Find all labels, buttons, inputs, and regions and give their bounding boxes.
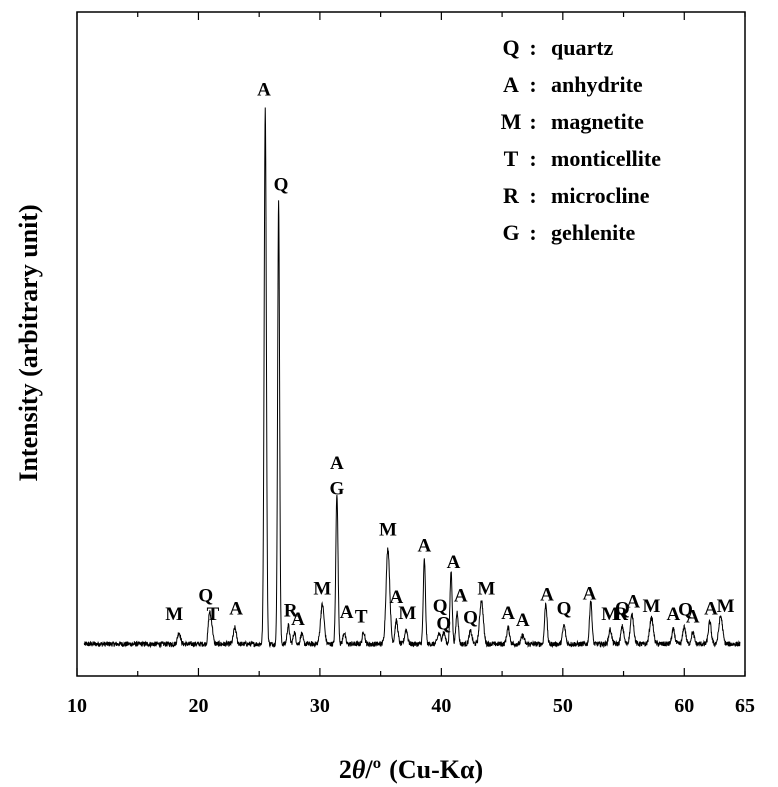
legend-colon: : bbox=[529, 183, 536, 208]
legend-colon: : bbox=[529, 72, 536, 97]
peak-label: M bbox=[379, 519, 397, 540]
legend-symbol: Q bbox=[502, 35, 519, 60]
peak-label: Q bbox=[463, 608, 478, 629]
y-axis-title: Intensity (arbitrary unit) bbox=[14, 204, 43, 481]
peak-label: Q bbox=[436, 614, 451, 635]
peak-label: M bbox=[398, 603, 416, 624]
x-tick-label: 20 bbox=[188, 695, 208, 717]
peak-label: M bbox=[313, 579, 331, 600]
legend-label: monticellite bbox=[551, 146, 661, 171]
legend-label: anhydrite bbox=[551, 72, 643, 97]
peak-label: Q bbox=[678, 600, 693, 621]
peak-label: R bbox=[284, 601, 298, 622]
peak-label: A bbox=[704, 598, 718, 619]
legend-symbol: A bbox=[503, 72, 519, 97]
x-tick-label: 50 bbox=[553, 695, 573, 717]
peak-label: A bbox=[686, 607, 700, 628]
peak-label: A bbox=[291, 609, 305, 630]
peak-label: A bbox=[229, 598, 243, 619]
peak-label: M bbox=[165, 604, 183, 625]
peak-label: A bbox=[626, 591, 640, 612]
legend-colon: : bbox=[529, 35, 536, 60]
legend-label: magnetite bbox=[551, 109, 644, 134]
peak-label: A bbox=[390, 587, 404, 608]
peak-label: M bbox=[643, 596, 661, 617]
legend-colon: : bbox=[529, 220, 536, 245]
legend: Q: quartz A: anhydrite M: magnetite T: monticel… bbox=[501, 35, 662, 245]
peak-label: T bbox=[207, 604, 220, 625]
peak-label: Q bbox=[615, 598, 630, 619]
peak-label: A bbox=[454, 586, 468, 607]
peak-label: Q bbox=[557, 598, 572, 619]
peak-label: Q bbox=[198, 586, 213, 607]
peak-label: M bbox=[477, 579, 495, 600]
peak-label: G bbox=[330, 479, 345, 500]
legend-colon: : bbox=[529, 146, 536, 171]
legend-symbol: G bbox=[502, 220, 519, 245]
x-axis-title-base: 2 bbox=[339, 755, 352, 784]
diffraction-pattern-line bbox=[83, 107, 741, 649]
plot-frame bbox=[76, 11, 746, 677]
peak-label: Q bbox=[274, 174, 289, 195]
legend-label: gehlenite bbox=[551, 220, 636, 245]
legend-symbol: R bbox=[503, 183, 520, 208]
peak-label: T bbox=[355, 607, 368, 628]
peak-label: A bbox=[501, 603, 515, 624]
peak-label: A bbox=[340, 602, 354, 623]
x-tick-label: 65 bbox=[735, 695, 755, 717]
x-axis-tick-labels: 10 20 30 40 50 60 65 bbox=[67, 695, 755, 717]
legend-label: quartz bbox=[551, 35, 614, 60]
x-tick-label: 30 bbox=[310, 695, 330, 717]
peak-label: A bbox=[330, 453, 344, 474]
peak-label: M bbox=[717, 596, 735, 617]
x-axis-title-degree: /º bbox=[364, 755, 381, 784]
x-axis-ticks bbox=[76, 12, 746, 676]
legend-symbol: M bbox=[501, 109, 522, 134]
peak-label: A bbox=[583, 583, 597, 604]
peak-label: A bbox=[417, 536, 431, 557]
peak-label: A bbox=[540, 584, 554, 605]
x-axis-title-rest: (Cu-Kα) bbox=[389, 755, 483, 784]
x-tick-label: 40 bbox=[431, 695, 451, 717]
legend-label: microcline bbox=[551, 183, 650, 208]
x-axis-title-theta: θ bbox=[352, 755, 366, 784]
peak-label: A bbox=[516, 610, 530, 631]
legend-symbol: T bbox=[504, 146, 519, 171]
x-axis-title: 2θ/º (Cu-Kα) bbox=[339, 755, 483, 784]
peak-label: A bbox=[257, 80, 271, 101]
peak-label: A bbox=[666, 604, 680, 625]
x-tick-label: 10 bbox=[67, 695, 87, 717]
peak-label: A bbox=[447, 552, 461, 573]
x-tick-label: 60 bbox=[674, 695, 694, 717]
peak-label: Q bbox=[433, 596, 448, 617]
peak-label: R bbox=[614, 604, 628, 625]
legend-colon: : bbox=[529, 109, 536, 134]
peak-label: M bbox=[601, 604, 619, 625]
